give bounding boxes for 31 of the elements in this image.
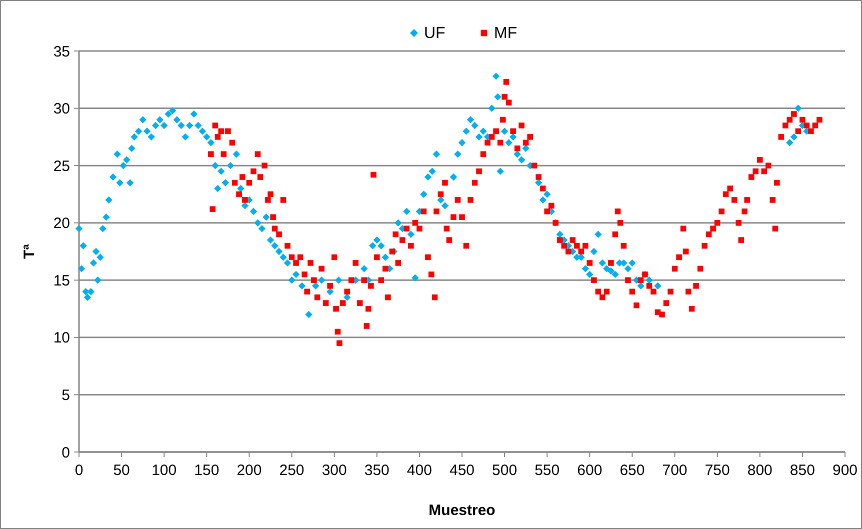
x-tick-label: 750 [704,462,730,479]
x-tick-label: 900 [832,462,858,479]
x-tick-label: 0 [74,462,84,479]
x-tick-label: 300 [322,462,347,479]
y-tick-label: 15 [53,272,70,290]
y-tick-label: 0 [62,444,70,462]
x-tick-label: 450 [449,462,475,479]
y-tick-label: 25 [53,158,70,175]
x-tick-label: 850 [790,462,815,479]
x-tick-label: 200 [236,462,262,479]
x-tick-label: 500 [492,462,518,479]
y-tick-label: 30 [53,100,70,118]
x-axis-title: Muestreo [428,502,496,519]
x-tick-label: 150 [194,462,220,479]
x-tick-label: 350 [364,462,390,479]
x-tick-label: 650 [620,462,645,479]
x-tick-label: 600 [577,462,602,479]
x-tick-label: 100 [152,462,177,479]
y-tick-label: 5 [62,386,70,404]
y-tick-label: 20 [53,215,70,232]
y-tick-label: 35 [53,43,70,60]
x-tick-label: 400 [406,462,432,479]
x-tick-label: 250 [279,462,304,479]
legend-label: UF [424,25,446,42]
x-tick-label: 800 [747,462,772,479]
x-tick-label: 550 [534,462,560,479]
y-axis-title: Tª [21,244,38,259]
x-tick-label: 50 [113,462,130,479]
x-tick-label: 700 [662,462,688,479]
legend-label: MF [494,25,518,42]
y-tick-label: 10 [53,330,70,347]
